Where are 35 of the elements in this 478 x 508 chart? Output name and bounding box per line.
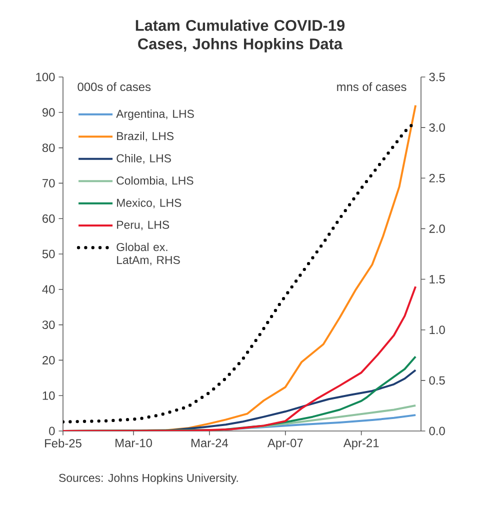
y2-tick-label: 1.0: [430, 326, 445, 334]
y2-tick-label: 2.0: [429, 224, 445, 233]
legend-label: Colombia, LHS: [116, 176, 194, 186]
legend-label: Chile, LHS: [116, 154, 171, 164]
y-tick-label: 50: [42, 250, 55, 258]
x-tick-label: Apr-21: [343, 438, 379, 450]
chart-title: Latam Cumulative COVID-19 Cases, Johns Hopkins Data: [136, 20, 345, 52]
legend-label: Peru, LHS: [117, 220, 170, 230]
y2-tick-label: 1.5: [430, 275, 445, 284]
x-tick-label: Feb-25: [45, 438, 82, 448]
y-tick-label: 70: [42, 178, 55, 188]
y-tick-label: 0: [49, 426, 55, 436]
y-axis-title: 000s of cases: [78, 82, 151, 92]
y2-tick-label: 2.5: [429, 174, 445, 182]
legend-label: Brazil, LHS: [117, 132, 174, 142]
y2-tick-label: 0.5: [429, 376, 445, 385]
y2-tick-label: 3.5: [429, 72, 445, 82]
y-tick-label: 30: [42, 320, 55, 330]
y-tick-label: 10: [42, 391, 55, 400]
source-note: Sources: Johns Hopkins University.: [59, 474, 238, 484]
y-tick-label: 80: [42, 144, 55, 152]
legend-label: Mexico, LHS: [117, 198, 182, 208]
y2-tick-label: 3.0: [429, 123, 445, 132]
y2-axis-title: mns of cases: [337, 82, 406, 92]
x-tick-label: Mar-24: [192, 438, 228, 448]
legend-label: Argentina, LHS: [116, 110, 194, 120]
y-tick-label: 100: [36, 72, 55, 82]
legend-label: Global ex. LatAm, RHS: [116, 242, 180, 266]
x-tick-label: Apr-07: [267, 438, 303, 450]
x-tick-label: Mar-10: [116, 438, 152, 448]
y-tick-label: 40: [42, 285, 55, 294]
y2-tick-label: 0.0: [429, 426, 445, 436]
y-tick-label: 20: [42, 356, 55, 364]
y-tick-label: 90: [42, 108, 55, 117]
y-tick-label: 60: [42, 214, 55, 223]
